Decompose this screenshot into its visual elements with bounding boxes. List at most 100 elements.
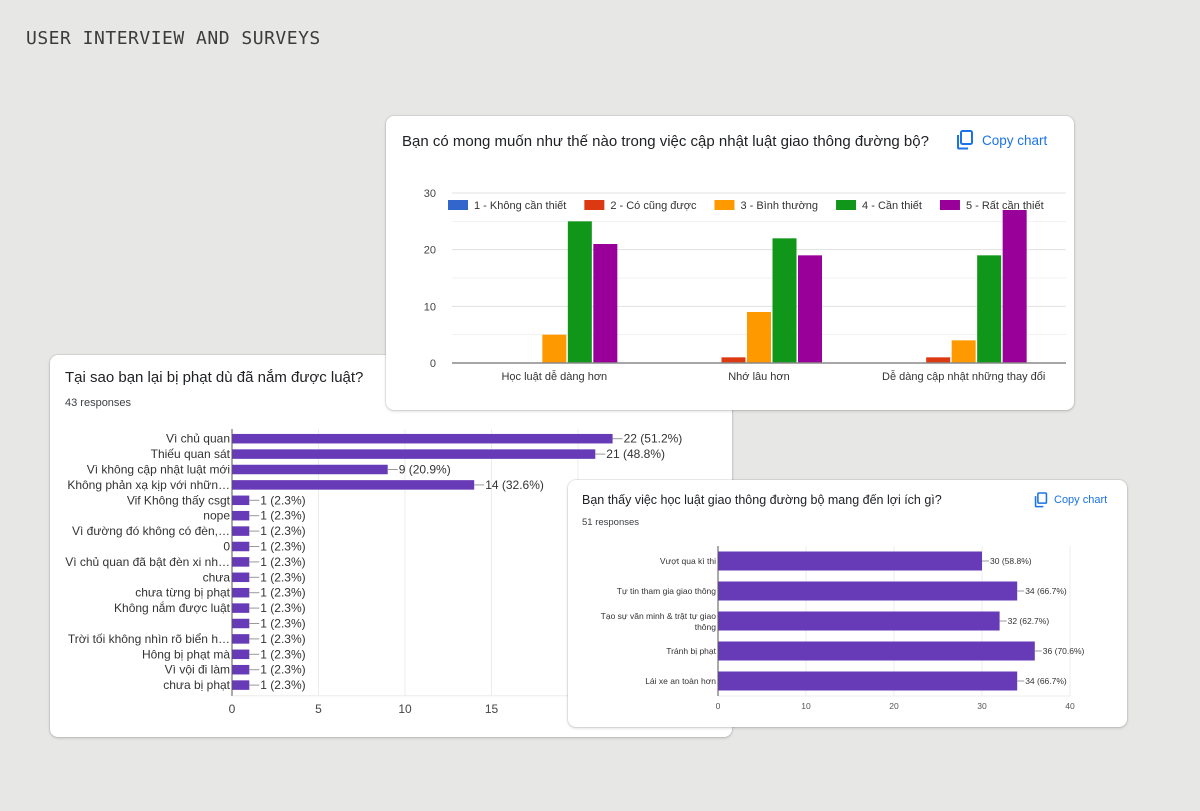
chart-card-learning-benefits: Bạn thấy việc học luật giao thông đường …: [568, 480, 1127, 727]
x-tick-label: 0: [716, 701, 721, 711]
bar: [772, 238, 797, 363]
responses-count: 43 responses: [65, 397, 132, 409]
y-category-label: chưa bị phạt: [163, 678, 230, 692]
bar: [232, 572, 250, 583]
data-label: 1 (2.3%): [260, 540, 305, 554]
copy-chart-label: Copy chart: [982, 132, 1048, 148]
copy-icon: [956, 130, 974, 150]
x-category-label: Nhớ lâu hơn: [728, 371, 790, 383]
chart-card-update-preference: Bạn có mong muốn như thế nào trong việc …: [386, 116, 1074, 410]
data-label: 30 (58.8%): [990, 556, 1032, 566]
bar: [232, 464, 388, 475]
bar: [232, 649, 250, 660]
y-category-label: Tránh bị phạt: [666, 646, 716, 656]
y-category-label: Vì chủ quan đã bật đèn xi nh…: [65, 555, 230, 569]
legend-swatch: [939, 200, 960, 210]
legend-label: 5 - Rất cần thiết: [966, 200, 1044, 212]
y-category-label: thông: [695, 622, 717, 632]
data-label: 1 (2.3%): [260, 663, 305, 677]
x-category-label: Học luật dễ dàng hơn: [501, 370, 607, 383]
x-category-label: Dễ dàng cập nhật những thay đổi: [882, 370, 1045, 383]
bar: [232, 541, 250, 552]
y-category-label: Vì đường đó không có đèn,…: [72, 524, 230, 538]
card-title: Bạn có mong muốn như thế nào trong việc …: [402, 133, 929, 150]
bar: [721, 357, 746, 363]
x-tick-label: 30: [977, 701, 987, 711]
x-tick-label: 0: [229, 702, 236, 716]
bar: [232, 557, 250, 567]
bar: [232, 449, 596, 459]
data-label: 22 (51.2%): [624, 432, 683, 446]
bar: [718, 641, 1035, 661]
bar: [542, 334, 567, 363]
bar: [977, 255, 1002, 363]
bar: [718, 581, 1018, 601]
x-tick-label: 20: [889, 701, 899, 711]
y-category-label: Thiếu quan sát: [151, 447, 231, 461]
bar: [798, 255, 822, 363]
data-label: 1 (2.3%): [260, 601, 305, 615]
y-category-label: Vif Không thấy csgt: [127, 493, 231, 507]
bar: [718, 611, 1000, 631]
bar: [232, 634, 250, 644]
y-category-label: Tự tin tham gia giao thông: [617, 586, 717, 596]
copy-chart-label: Copy chart: [1054, 494, 1108, 506]
data-label: 34 (66.7%): [1025, 676, 1067, 686]
bar: [567, 221, 592, 363]
data-label: 36 (70.6%): [1043, 646, 1085, 656]
copy-icon: [1034, 492, 1048, 508]
y-category-label: Trời tối không nhìn rõ biển h…: [68, 632, 230, 646]
bar: [232, 526, 250, 536]
card-title: Tại sao bạn lại bị phạt dù đã nắm được l…: [65, 369, 364, 386]
data-label: 21 (48.8%): [606, 447, 665, 461]
bar: [232, 618, 250, 629]
y-category-label: Vì vội đi làm: [165, 663, 230, 677]
bar: [1002, 210, 1027, 363]
x-tick-label: 40: [1065, 701, 1075, 711]
card-title: Bạn thấy việc học luật giao thông đường …: [582, 493, 942, 507]
data-label: 1 (2.3%): [260, 678, 305, 692]
y-category-label: Không phản xạ kịp với nhữn…: [67, 478, 230, 492]
chart-update-preference: 0 10 20 30 1 - Không cần thiết 2 - Có cũng đư…: [424, 188, 1066, 383]
legend-swatch: [714, 200, 735, 210]
bar: [593, 244, 618, 363]
chart-penalty-reasons: 0 5 10 15 Vì chủ quan 22 (51.2%) Thiếu quan sá…: [65, 429, 730, 716]
y-tick-label: 30: [424, 188, 436, 200]
data-label: 9 (20.9%): [399, 463, 451, 477]
data-label: 1 (2.3%): [260, 524, 305, 538]
y-category-label: Vì không cập nhật luật mới: [87, 463, 230, 477]
y-category-label: Lái xe an toàn hơn: [645, 676, 716, 686]
bar: [718, 551, 982, 571]
bar: [926, 357, 951, 363]
y-category-label: Không nắm được luật: [114, 600, 231, 615]
legend-label: 1 - Không cần thiết: [474, 200, 566, 212]
bar: [232, 480, 475, 490]
bar: [747, 312, 771, 363]
y-category-label: Vì chủ quan: [166, 432, 230, 446]
data-label: 1 (2.3%): [260, 647, 305, 661]
legend-label: 3 - Bình thường: [740, 200, 818, 212]
bar: [232, 587, 250, 598]
bar: [232, 495, 250, 506]
y-tick-label: 20: [424, 245, 436, 257]
data-label: 32 (62.7%): [1008, 616, 1050, 626]
y-tick-label: 10: [424, 301, 436, 313]
data-label: 1 (2.3%): [260, 632, 305, 646]
y-category-label: Hông bị phạt mà: [142, 647, 230, 661]
y-category-label: chưa: [203, 570, 231, 584]
copy-chart-button[interactable]: Copy chart: [1034, 492, 1107, 508]
data-label: 34 (66.7%): [1025, 586, 1067, 596]
x-tick-label: 15: [485, 702, 499, 716]
y-category-label: nope: [203, 509, 230, 523]
legend-swatch: [584, 200, 605, 210]
bar: [232, 603, 250, 613]
data-label: 1 (2.3%): [260, 509, 305, 523]
legend-label: 4 - Cần thiết: [862, 200, 922, 212]
bar: [232, 680, 250, 690]
x-tick-label: 10: [801, 701, 811, 711]
x-tick-label: 5: [315, 702, 322, 716]
legend-swatch: [448, 200, 468, 210]
data-label: 1 (2.3%): [260, 586, 305, 600]
data-label: 14 (32.6%): [485, 478, 544, 492]
copy-chart-button[interactable]: Copy chart: [956, 130, 1047, 150]
